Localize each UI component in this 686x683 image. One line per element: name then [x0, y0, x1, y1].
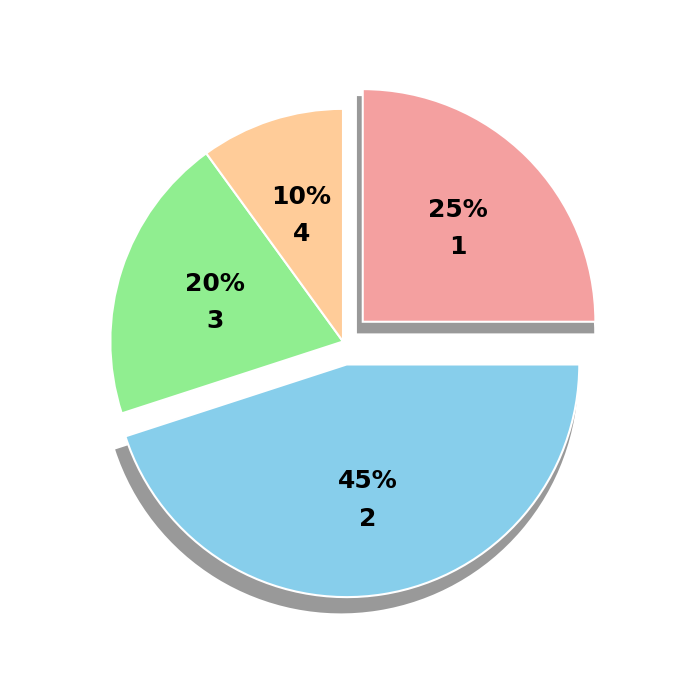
Wedge shape: [363, 89, 595, 322]
Text: 20%: 20%: [185, 272, 245, 296]
Text: 4: 4: [293, 222, 310, 246]
Wedge shape: [206, 109, 343, 342]
Text: 10%: 10%: [271, 185, 331, 209]
Text: 25%: 25%: [428, 198, 488, 222]
Wedge shape: [115, 376, 578, 613]
Text: 1: 1: [449, 235, 467, 260]
Text: 45%: 45%: [338, 469, 398, 493]
Wedge shape: [357, 96, 594, 333]
Text: 3: 3: [206, 309, 224, 333]
Wedge shape: [126, 365, 579, 597]
Wedge shape: [110, 153, 343, 413]
Text: 2: 2: [359, 507, 377, 531]
